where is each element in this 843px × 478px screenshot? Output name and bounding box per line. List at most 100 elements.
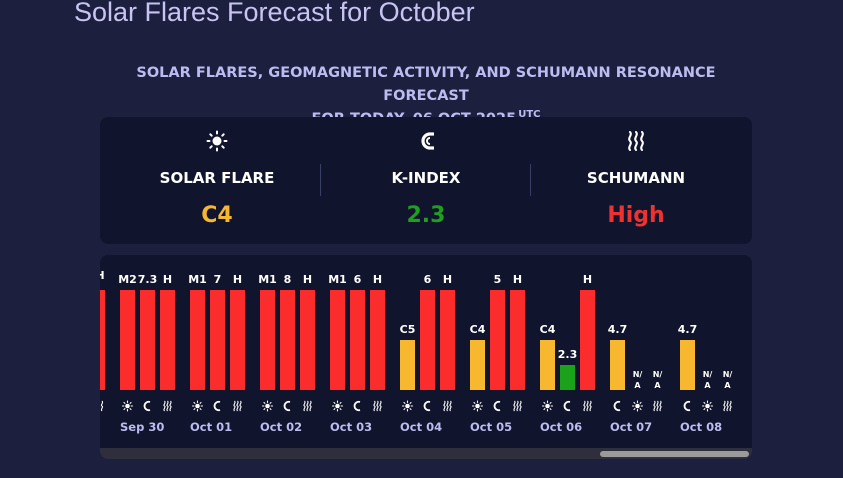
k-index-label: K-INDEX: [391, 169, 461, 187]
sun-icon: [335, 403, 340, 409]
waves-icon: [100, 400, 104, 412]
sun-icon: [475, 403, 480, 409]
sun-icon: [112, 127, 322, 155]
bar-value-label: 2.3: [558, 348, 578, 361]
waves-icon: [513, 400, 522, 412]
magnet-icon: [143, 400, 151, 412]
bar-na-label: N/: [633, 370, 643, 379]
day-date-label: Oct 07: [610, 420, 652, 434]
forecast-bar: [140, 290, 155, 390]
magnet-icon: [321, 127, 531, 155]
day-date-label: Oct 06: [540, 420, 582, 434]
waves-icon: [233, 400, 242, 412]
bar-value-label: 4.7: [608, 323, 628, 336]
forecast-bar: [350, 290, 365, 390]
bar-value-label: 5: [494, 273, 502, 286]
magnet-icon: [213, 400, 221, 412]
waves-icon: [303, 400, 312, 412]
bar-na-label: A: [724, 381, 731, 390]
page-title: Solar Flares Forecast for October: [74, 0, 475, 27]
solar-flare-summary: SOLAR FLARE C4: [112, 117, 322, 244]
waves-icon: [443, 400, 452, 412]
bar-value-label: H: [583, 273, 592, 286]
sun-icon-rays: [471, 400, 484, 412]
bar-na-label: N/: [703, 370, 713, 379]
day-date-label: Oct 01: [190, 420, 232, 434]
magnet-icon: [613, 400, 621, 412]
forecast-bar: [120, 290, 135, 390]
bar-value-label: 8: [284, 273, 292, 286]
waves-icon: [723, 400, 732, 412]
sun-icon-rays: [701, 400, 714, 412]
bar-na-label: A: [654, 381, 661, 390]
forecast-bar: [580, 290, 595, 390]
k-index-summary: K-INDEX 2.3: [321, 117, 531, 244]
divider: [320, 164, 321, 196]
forecast-bar: [300, 290, 315, 390]
forecast-bar: [190, 290, 205, 390]
forecast-bar: [100, 290, 105, 390]
day-date-label: Oct 02: [260, 420, 302, 434]
forecast-bar: [210, 290, 225, 390]
forecast-bar: [370, 290, 385, 390]
forecast-bar: [490, 290, 505, 390]
sun-icon-rays: [331, 400, 344, 412]
bar-value-label: 4.7: [678, 323, 698, 336]
sun-icon-rays: [121, 400, 134, 412]
forecast-bar: [420, 290, 435, 390]
scrollbar-thumb[interactable]: [600, 451, 749, 457]
waves-icon: [163, 400, 172, 412]
bar-value-label: 7.3: [138, 273, 158, 286]
bar-value-label: H: [163, 273, 172, 286]
day-date-label: Oct 05: [470, 420, 512, 434]
bar-value-label: C4: [540, 323, 556, 336]
bar-value-label: H: [100, 269, 105, 282]
bar-na-label: A: [704, 381, 711, 390]
sun-icon-rays: [261, 400, 274, 412]
bar-value-label: C4: [470, 323, 486, 336]
sun-icon: [125, 403, 130, 409]
day-date-label: Oct 04: [400, 420, 442, 434]
bar-value-label: M1: [188, 273, 207, 286]
bar-value-label: C5: [400, 323, 416, 336]
bar-value-label: H: [303, 273, 312, 286]
bar-value-label: M2: [118, 273, 137, 286]
forecast-bar: [160, 290, 175, 390]
forecast-bar: [560, 365, 575, 390]
bar-value-label: 6: [354, 273, 362, 286]
waves-icon: [653, 400, 662, 412]
magnet-icon: [423, 400, 431, 412]
sun-icon-rays: [401, 400, 414, 412]
waves-icon: [531, 127, 741, 155]
horizontal-scrollbar[interactable]: [100, 448, 752, 459]
bar-value-label: 6: [424, 273, 432, 286]
sun-icon-rays: [631, 400, 644, 412]
forecast-bar: [280, 290, 295, 390]
sun-icon-rays: [541, 400, 554, 412]
forecast-bar: [510, 290, 525, 390]
k-index-value: 2.3: [406, 203, 446, 228]
day-date-label: Sep 30: [120, 420, 164, 434]
magnet-icon: [683, 400, 691, 412]
day-date-label: Oct 08: [680, 420, 722, 434]
sun-icon-rays: [191, 400, 204, 412]
bar-value-label: H: [443, 273, 452, 286]
day-date-label: Oct 03: [330, 420, 372, 434]
solar-flare-label: SOLAR FLARE: [159, 169, 275, 187]
magnet-icon: [353, 400, 361, 412]
sun-icon: [635, 403, 640, 409]
forecast-bar: [680, 340, 695, 390]
divider: [530, 164, 531, 196]
schumann-value: High: [607, 203, 665, 228]
solar-flare-value: C4: [201, 203, 233, 228]
forecast-bar: [440, 290, 455, 390]
schumann-summary: SCHUMANN High: [531, 117, 741, 244]
forecast-bar: [400, 340, 415, 390]
bar-value-label: M1: [328, 273, 347, 286]
sun-icon: [405, 403, 410, 409]
today-summary-card: SOLAR FLARE C4 K-INDEX 2.3 SCHU: [100, 117, 752, 244]
waves-icon: [373, 400, 382, 412]
bar-value-label: M1: [258, 273, 277, 286]
magnet-icon: [283, 400, 291, 412]
